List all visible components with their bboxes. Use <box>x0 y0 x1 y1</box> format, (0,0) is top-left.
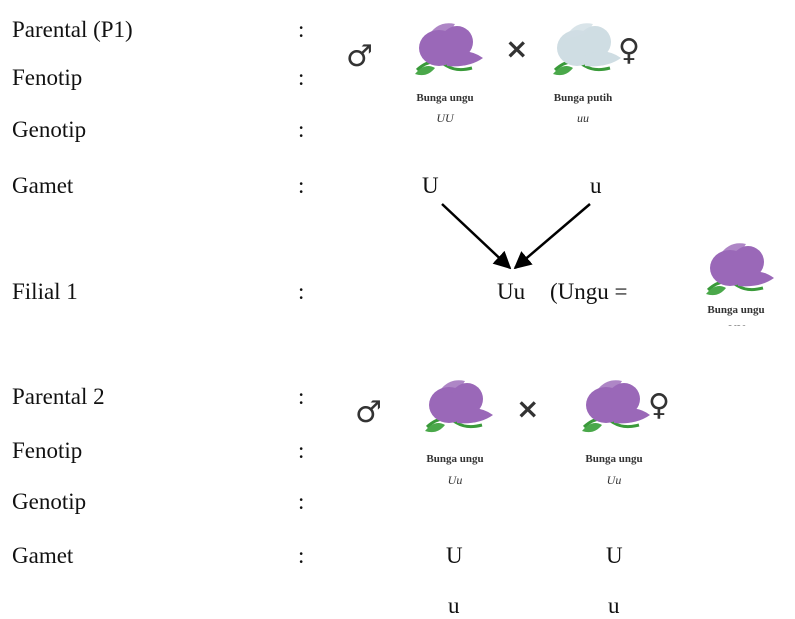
row-label: Filial 1 <box>12 279 78 304</box>
flower-white <box>553 23 621 75</box>
genotype: Uu <box>448 473 463 487</box>
colon: : <box>298 173 304 198</box>
f1-genotype: Uu <box>497 279 526 304</box>
f1-text: (Ungu = <box>550 279 628 304</box>
colon: : <box>298 279 304 304</box>
gamete: U <box>606 543 623 568</box>
flower-purple <box>582 380 650 432</box>
genotype: UU <box>727 322 746 336</box>
colon: : <box>298 65 304 90</box>
colon: : <box>298 489 304 514</box>
row-label: Genotip <box>12 489 86 514</box>
row-labels: Parental (P1) Fenotip Genotip Gamet Fili… <box>12 17 304 568</box>
gamete: u <box>590 173 602 198</box>
gamete: u <box>448 593 460 618</box>
colon: : <box>298 543 304 568</box>
caption: Bunga ungu <box>585 453 642 465</box>
male-symbol: ♂ <box>346 39 373 74</box>
arrow <box>442 204 510 268</box>
genotype: uu <box>577 111 589 125</box>
female-symbol: ♀ <box>618 33 640 68</box>
cross: × <box>516 392 539 425</box>
row-label: Gamet <box>12 173 74 198</box>
colon: : <box>298 17 304 42</box>
arrow <box>515 204 590 268</box>
colon: : <box>298 117 304 142</box>
caption: Bunga ungu <box>416 92 473 104</box>
colon: : <box>298 384 304 409</box>
male-symbol: ♂ <box>355 395 382 430</box>
genotype: Uu <box>607 473 622 487</box>
row-label: Fenotip <box>12 438 82 463</box>
caption: Bunga putih <box>554 92 612 104</box>
gamete: U <box>422 173 439 198</box>
row-label: Genotip <box>12 117 86 142</box>
page: Parental (P1) Fenotip Genotip Gamet Fili… <box>0 0 795 619</box>
flower-purple <box>706 243 774 295</box>
row-label: Parental (P1) <box>12 17 133 42</box>
row-label: Parental 2 <box>12 384 105 409</box>
colon: : <box>298 438 304 463</box>
row-label: Gamet <box>12 543 74 568</box>
caption: Bunga ungu <box>707 304 764 316</box>
caption: Bunga ungu <box>426 453 483 465</box>
gamete: u <box>608 593 620 618</box>
row-label: Fenotip <box>12 65 82 90</box>
genotype: UU <box>436 111 455 125</box>
female-symbol: ♀ <box>648 388 670 423</box>
gamete: U <box>446 543 463 568</box>
cross: × <box>505 32 528 65</box>
flower-purple <box>425 380 493 432</box>
flower-purple <box>415 23 483 75</box>
